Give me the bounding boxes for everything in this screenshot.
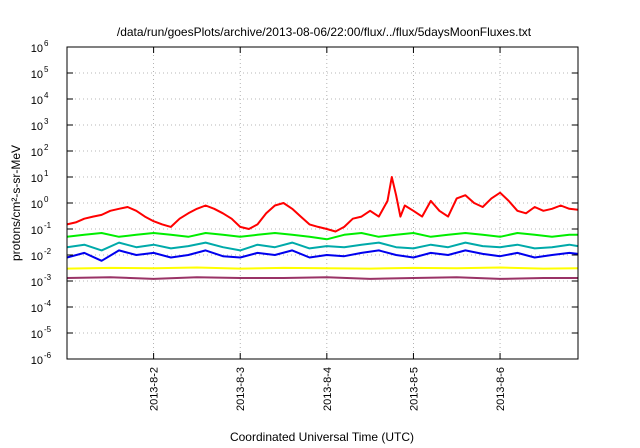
y-tick-label: 10 (31, 329, 43, 341)
y-tick-label: 10 (31, 199, 43, 211)
ticks: 10 -610 -510 -410 -310 -210 -110 010 110 210 310 41… (31, 39, 578, 411)
y-tick-exponent: -6 (44, 351, 52, 360)
x-tick-label: 2013-8-4 (322, 367, 334, 411)
y-tick-label: 10 (31, 225, 43, 237)
y-tick-exponent: 5 (44, 65, 49, 74)
y-tick-label: 10 (31, 277, 43, 289)
y-tick-label: 10 (31, 355, 43, 367)
y-tick-label: 10 (31, 95, 43, 107)
series-line-3 (66, 241, 579, 252)
y-tick-label: 10 (31, 69, 43, 81)
series-line-4 (66, 249, 579, 262)
y-tick-label: 10 (31, 43, 43, 55)
chart-title: /data/run/goesPlots/archive/2013-08-06/2… (117, 25, 532, 39)
y-tick-exponent: -4 (44, 299, 52, 308)
series-line-2 (66, 232, 578, 241)
series-line-6 (66, 276, 578, 280)
y-tick-exponent: 2 (44, 143, 49, 152)
x-tick-label: 2013-8-5 (408, 367, 420, 411)
y-tick-exponent: 1 (44, 169, 49, 178)
y-tick-label: 10 (31, 303, 43, 315)
x-tick-label: 2013-8-3 (235, 367, 247, 411)
series-line-1 (66, 176, 579, 233)
y-axis-label: protons/cm²-s-sr-MeV (9, 145, 23, 261)
x-axis-label: Coordinated Universal Time (UTC) (230, 430, 414, 444)
y-tick-exponent: -1 (44, 221, 52, 230)
y-tick-exponent: -2 (44, 247, 52, 256)
y-tick-exponent: -3 (44, 273, 52, 282)
x-tick-label: 2013-8-6 (495, 367, 507, 411)
y-tick-exponent: 6 (44, 39, 49, 48)
x-tick-label: 2013-8-2 (149, 367, 161, 411)
y-tick-exponent: 4 (44, 91, 49, 100)
y-tick-exponent: 0 (44, 195, 49, 204)
grid (67, 47, 578, 359)
series-layer (66, 176, 579, 280)
series-line-5 (66, 266, 579, 270)
y-tick-label: 10 (31, 173, 43, 185)
y-tick-exponent: 3 (44, 117, 49, 126)
y-tick-label: 10 (31, 121, 43, 133)
y-tick-label: 10 (31, 251, 43, 263)
y-tick-label: 10 (31, 147, 43, 159)
y-tick-exponent: -5 (44, 325, 52, 334)
